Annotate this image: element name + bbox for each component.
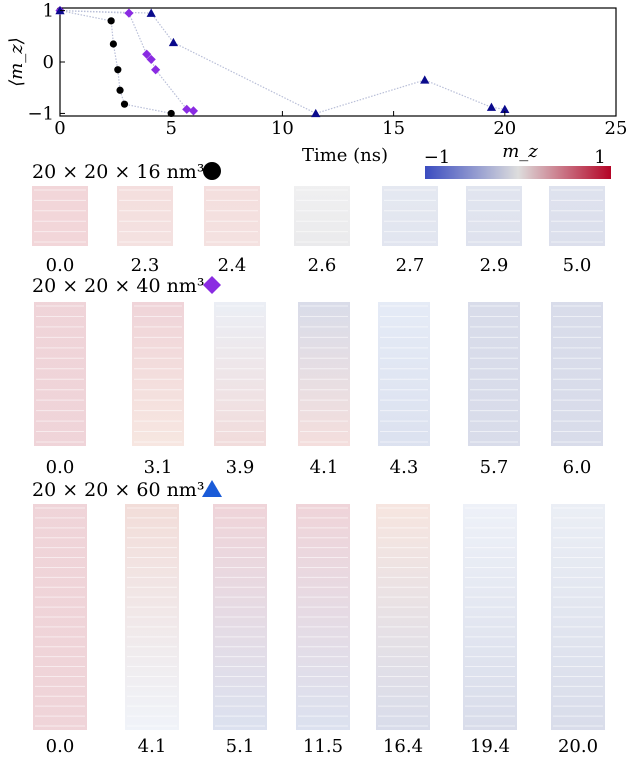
y-tick-label-2: −1 xyxy=(27,103,54,124)
y-tick-label-0: 1 xyxy=(43,1,54,22)
marker-circle-5 xyxy=(120,100,129,108)
spin-texture-2-1 xyxy=(125,504,179,730)
panel-time-label-2-0: 0.0 xyxy=(46,736,75,757)
x-tick-label-3: 15 xyxy=(382,118,405,139)
spin-texture-0-2 xyxy=(204,186,260,246)
spin-texture-1-5 xyxy=(468,302,520,446)
panel-time-label-2-1: 4.1 xyxy=(138,736,167,757)
spin-texture-2-3 xyxy=(296,504,350,730)
panel-time-label-0-3: 2.6 xyxy=(308,255,337,276)
panel-time-label-0-5: 2.9 xyxy=(480,255,509,276)
panel-time-label-1-3: 4.1 xyxy=(310,457,339,478)
colorbar-max-label: 1 xyxy=(594,147,605,168)
panel-time-label-2-6: 20.0 xyxy=(558,736,598,757)
marker-triangle-2 xyxy=(168,37,179,47)
marker-diamond-5 xyxy=(182,104,192,114)
marker-circle-3 xyxy=(114,66,122,74)
spin-texture-2-2 xyxy=(213,504,267,730)
x-tick-label-5: 25 xyxy=(605,118,628,139)
plot-frame xyxy=(59,7,617,117)
marker-circle-4 xyxy=(116,86,124,94)
panel-time-label-1-0: 0.0 xyxy=(46,457,75,478)
panel-time-label-1-6: 6.0 xyxy=(563,457,592,478)
marker-triangle-5 xyxy=(486,102,497,111)
guide-curve-0 xyxy=(59,10,172,114)
panel-time-label-0-0: 0.0 xyxy=(46,255,75,276)
data-marks xyxy=(55,5,510,118)
spin-texture-2-0 xyxy=(33,504,87,730)
spin-texture-0-0 xyxy=(32,186,88,246)
marker-circle-2 xyxy=(109,40,117,48)
panel-title-0: 20 × 20 × 16 nm³ xyxy=(32,161,204,183)
panel-time-label-0-2: 2.4 xyxy=(218,255,247,276)
spin-texture-0-4 xyxy=(382,186,438,246)
guide-curve-2 xyxy=(59,10,505,115)
spin-texture-2-4 xyxy=(376,504,430,730)
spin-texture-1-6 xyxy=(551,302,603,446)
spin-texture-1-4 xyxy=(378,302,430,446)
spin-texture-0-5 xyxy=(466,186,522,246)
panel-title-2: 20 × 20 × 60 nm³ xyxy=(32,479,204,501)
panel-time-label-0-4: 2.7 xyxy=(396,255,425,276)
y-axis-label: ⟨m_z⟩ xyxy=(6,37,27,87)
panel-time-label-1-5: 5.7 xyxy=(480,457,509,478)
colorbar-min-label: −1 xyxy=(424,147,451,168)
marker-circle-1 xyxy=(107,17,115,25)
marker-diamond-1 xyxy=(124,8,134,18)
colorbar-gradient xyxy=(425,166,611,179)
panel-time-label-1-2: 3.9 xyxy=(226,457,255,478)
colorbar-label: m_z xyxy=(502,141,538,162)
marker-triangle-1 xyxy=(146,8,156,17)
marker-diamond-3 xyxy=(146,54,156,65)
x-tick-label-2: 10 xyxy=(271,118,294,139)
panel-marker-2 xyxy=(202,480,222,497)
x-tick-label-1: 5 xyxy=(165,118,176,139)
marker-diamond-6 xyxy=(188,106,199,116)
colorbar: m_z −1 1 xyxy=(424,141,611,179)
spin-texture-2-6 xyxy=(551,504,605,730)
panel-time-label-1-4: 4.3 xyxy=(390,457,419,478)
panel-2: 20 × 20 × 60 nm³ 0.0 4.1 5.1 11.5 16.4 19.4 20.… xyxy=(32,479,605,757)
spin-texture-0-1 xyxy=(117,186,173,246)
panel-time-label-2-2: 5.1 xyxy=(226,736,255,757)
spin-texture-1-3 xyxy=(298,302,350,446)
spin-texture-1-2 xyxy=(214,302,266,446)
marker-diamond-2 xyxy=(142,49,152,59)
panel-1: 20 × 20 × 40 nm³ 0.0 3.1 3.9 4.1 4.3 5.7 6.0 xyxy=(32,275,603,478)
spin-texture-1-1 xyxy=(132,302,184,446)
spin-texture-0-3 xyxy=(294,186,350,246)
panel-time-label-0-6: 5.0 xyxy=(563,255,592,276)
marker-triangle-4 xyxy=(420,75,430,84)
spin-texture-2-5 xyxy=(463,504,517,730)
panel-title-1: 20 × 20 × 40 nm³ xyxy=(32,275,204,297)
panel-time-label-2-3: 11.5 xyxy=(303,736,343,757)
x-tick-label-0: 0 xyxy=(54,118,65,139)
panel-marker-0 xyxy=(203,162,221,180)
x-tick-label-4: 20 xyxy=(493,118,516,139)
guide-curve-1 xyxy=(59,10,194,112)
y-tick-label-1: 0 xyxy=(43,52,54,73)
panel-time-label-0-1: 2.3 xyxy=(131,255,160,276)
panel-time-label-1-1: 3.1 xyxy=(144,457,173,478)
guide-curves xyxy=(59,10,505,115)
x-axis-label: Time (ns) xyxy=(302,145,388,166)
marker-diamond-4 xyxy=(151,65,161,75)
panel-marker-1 xyxy=(203,276,221,294)
marker-triangle-6 xyxy=(500,104,510,113)
marker-triangle-3 xyxy=(311,108,321,118)
panel-time-label-2-5: 19.4 xyxy=(470,736,510,757)
spin-texture-1-0 xyxy=(34,302,86,446)
spin-texture-0-6 xyxy=(549,186,605,246)
panel-time-label-2-4: 16.4 xyxy=(383,736,423,757)
panel-0: 20 × 20 × 16 nm³ 0.0 2.3 2.4 2.6 2.7 2.9 5.0 xyxy=(32,161,605,276)
